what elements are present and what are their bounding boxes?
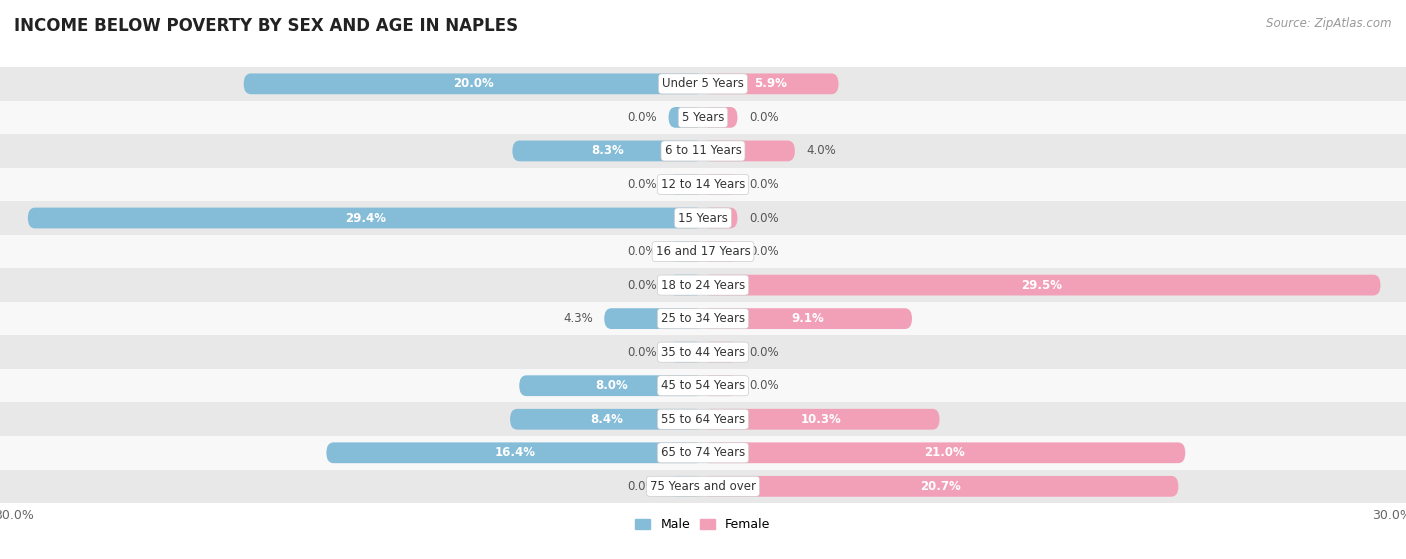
Text: 0.0%: 0.0% (749, 345, 779, 359)
FancyBboxPatch shape (703, 308, 912, 329)
FancyBboxPatch shape (703, 375, 738, 396)
FancyBboxPatch shape (669, 107, 703, 128)
FancyBboxPatch shape (703, 274, 1381, 296)
FancyBboxPatch shape (669, 241, 703, 262)
FancyBboxPatch shape (669, 174, 703, 195)
FancyBboxPatch shape (519, 375, 703, 396)
Text: 55 to 64 Years: 55 to 64 Years (661, 413, 745, 426)
Bar (0, 235, 1406, 268)
Text: 0.0%: 0.0% (749, 379, 779, 392)
Text: 5 Years: 5 Years (682, 111, 724, 124)
Text: 20.0%: 20.0% (453, 77, 494, 91)
Text: 0.0%: 0.0% (749, 111, 779, 124)
Text: 0.0%: 0.0% (627, 480, 657, 493)
Text: 0.0%: 0.0% (627, 178, 657, 191)
Text: 29.5%: 29.5% (1021, 278, 1062, 292)
FancyBboxPatch shape (703, 73, 838, 94)
Text: 21.0%: 21.0% (924, 446, 965, 459)
Bar (0, 470, 1406, 503)
Bar (0, 101, 1406, 134)
FancyBboxPatch shape (669, 274, 703, 296)
Bar (0, 302, 1406, 335)
Text: 75 Years and over: 75 Years and over (650, 480, 756, 493)
Text: 0.0%: 0.0% (749, 178, 779, 191)
FancyBboxPatch shape (703, 442, 1185, 463)
Text: 15 Years: 15 Years (678, 211, 728, 225)
Bar (0, 134, 1406, 168)
Text: 5.9%: 5.9% (754, 77, 787, 91)
Legend: Male, Female: Male, Female (630, 513, 776, 536)
FancyBboxPatch shape (703, 207, 738, 229)
Text: Source: ZipAtlas.com: Source: ZipAtlas.com (1267, 17, 1392, 30)
Text: 18 to 24 Years: 18 to 24 Years (661, 278, 745, 292)
Text: 16 and 17 Years: 16 and 17 Years (655, 245, 751, 258)
Bar (0, 268, 1406, 302)
Bar (0, 335, 1406, 369)
Bar (0, 402, 1406, 436)
Text: 25 to 34 Years: 25 to 34 Years (661, 312, 745, 325)
Text: 10.3%: 10.3% (801, 413, 842, 426)
FancyBboxPatch shape (703, 409, 939, 430)
FancyBboxPatch shape (669, 342, 703, 363)
Text: 0.0%: 0.0% (749, 211, 779, 225)
Text: 35 to 44 Years: 35 to 44 Years (661, 345, 745, 359)
FancyBboxPatch shape (703, 174, 738, 195)
Text: 8.4%: 8.4% (591, 413, 623, 426)
FancyBboxPatch shape (703, 140, 794, 162)
Text: 0.0%: 0.0% (749, 245, 779, 258)
Text: 29.4%: 29.4% (344, 211, 385, 225)
Bar (0, 67, 1406, 101)
FancyBboxPatch shape (243, 73, 703, 94)
Text: 45 to 54 Years: 45 to 54 Years (661, 379, 745, 392)
Text: 4.0%: 4.0% (807, 144, 837, 158)
Text: 8.0%: 8.0% (595, 379, 627, 392)
FancyBboxPatch shape (605, 308, 703, 329)
Text: 65 to 74 Years: 65 to 74 Years (661, 446, 745, 459)
Text: 4.3%: 4.3% (562, 312, 593, 325)
FancyBboxPatch shape (703, 342, 738, 363)
Text: 8.3%: 8.3% (592, 144, 624, 158)
Text: 12 to 14 Years: 12 to 14 Years (661, 178, 745, 191)
FancyBboxPatch shape (703, 241, 738, 262)
FancyBboxPatch shape (326, 442, 703, 463)
FancyBboxPatch shape (703, 107, 738, 128)
Text: 20.7%: 20.7% (921, 480, 962, 493)
Bar (0, 436, 1406, 470)
Text: 0.0%: 0.0% (627, 278, 657, 292)
Text: 0.0%: 0.0% (627, 111, 657, 124)
FancyBboxPatch shape (510, 409, 703, 430)
FancyBboxPatch shape (703, 476, 1178, 497)
FancyBboxPatch shape (512, 140, 703, 162)
Text: Under 5 Years: Under 5 Years (662, 77, 744, 91)
FancyBboxPatch shape (669, 476, 703, 497)
Bar (0, 168, 1406, 201)
FancyBboxPatch shape (28, 207, 703, 229)
Text: 9.1%: 9.1% (792, 312, 824, 325)
Bar (0, 369, 1406, 402)
Bar (0, 201, 1406, 235)
Text: 6 to 11 Years: 6 to 11 Years (665, 144, 741, 158)
Text: 16.4%: 16.4% (494, 446, 536, 459)
Text: 0.0%: 0.0% (627, 245, 657, 258)
Text: INCOME BELOW POVERTY BY SEX AND AGE IN NAPLES: INCOME BELOW POVERTY BY SEX AND AGE IN N… (14, 17, 519, 35)
Text: 0.0%: 0.0% (627, 345, 657, 359)
